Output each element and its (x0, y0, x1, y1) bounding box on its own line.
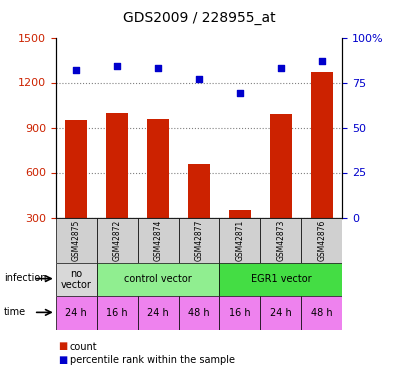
Text: GSM42871: GSM42871 (236, 219, 244, 261)
Bar (301, 217, 342, 262)
Text: GSM42872: GSM42872 (113, 219, 122, 261)
Text: ■: ■ (58, 355, 67, 365)
Bar (310, 72, 333, 217)
Text: GSM42875: GSM42875 (72, 219, 81, 261)
Bar (219, 262, 342, 296)
Bar (138, 217, 179, 262)
Point (73, 67, 79, 73)
Text: GSM42874: GSM42874 (154, 219, 162, 261)
Bar (188, 164, 210, 218)
Bar (56, 262, 97, 296)
Bar (301, 296, 342, 330)
Bar (97, 262, 219, 296)
Bar (260, 296, 301, 330)
Text: no
vector: no vector (61, 268, 92, 290)
Point (114, 63, 120, 69)
Bar (219, 296, 260, 330)
Bar (56, 217, 97, 262)
Text: GSM42873: GSM42873 (276, 219, 285, 261)
Bar (260, 217, 301, 262)
Point (196, 76, 202, 82)
Bar (97, 296, 138, 330)
Text: GDS2009 / 228955_at: GDS2009 / 228955_at (123, 11, 275, 25)
Text: time: time (4, 307, 26, 317)
Bar (147, 118, 169, 218)
Point (237, 90, 243, 96)
Text: percentile rank within the sample: percentile rank within the sample (70, 355, 235, 365)
Bar (179, 217, 219, 262)
Text: 24 h: 24 h (65, 308, 87, 318)
Bar (179, 296, 219, 330)
Point (278, 65, 284, 71)
Point (319, 58, 325, 64)
Text: infection: infection (4, 273, 47, 283)
Text: 24 h: 24 h (147, 308, 169, 318)
Text: 24 h: 24 h (270, 308, 292, 318)
Bar (65, 120, 88, 218)
Text: ■: ■ (58, 342, 67, 351)
Bar (229, 210, 251, 218)
Text: control vector: control vector (124, 274, 192, 284)
Text: 48 h: 48 h (311, 308, 333, 318)
Text: count: count (70, 342, 97, 351)
Bar (138, 296, 179, 330)
Bar (97, 217, 138, 262)
Bar (269, 114, 292, 218)
Text: 48 h: 48 h (188, 308, 210, 318)
Point (155, 65, 161, 71)
Text: GSM42876: GSM42876 (317, 219, 326, 261)
Bar (106, 112, 129, 218)
Text: 16 h: 16 h (106, 308, 128, 318)
Text: EGR1 vector: EGR1 vector (251, 274, 311, 284)
Bar (56, 296, 97, 330)
Text: 16 h: 16 h (229, 308, 251, 318)
Text: GSM42877: GSM42877 (195, 219, 203, 261)
Bar (219, 217, 260, 262)
